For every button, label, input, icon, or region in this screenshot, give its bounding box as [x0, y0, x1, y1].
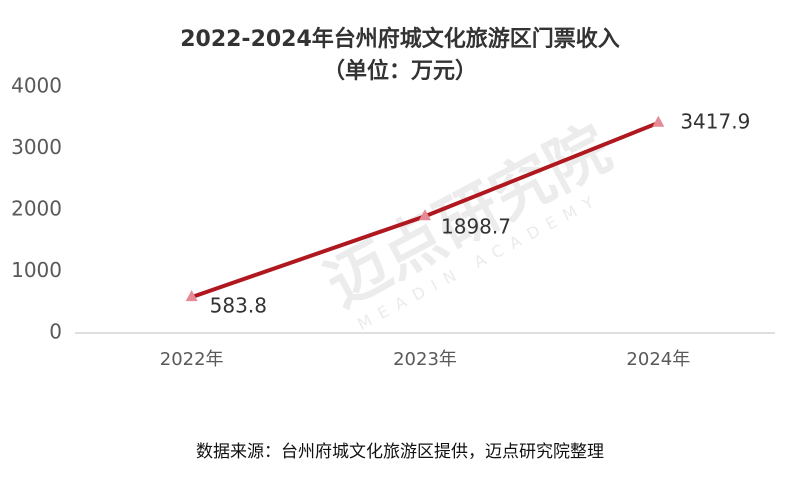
- x-tick-label: 2023年: [393, 349, 457, 370]
- x-tick-label: 2022年: [160, 349, 224, 370]
- marker: [652, 115, 665, 127]
- chart-title: 2022-2024年台州府城文化旅游区门票收入: [180, 26, 620, 52]
- x-tick-label: 2024年: [626, 349, 690, 370]
- chart-subtitle: （单位：万元）: [323, 58, 477, 84]
- marker: [419, 209, 431, 221]
- y-tick-label: 4000: [11, 74, 62, 98]
- data-label: 583.8: [210, 294, 267, 318]
- data-label: 3417.9: [680, 109, 750, 133]
- y-tick-label: 2000: [11, 197, 62, 221]
- y-tick-label: 3000: [11, 135, 62, 159]
- source-note: 数据来源：台州府城文化旅游区提供，迈点研究院整理: [196, 442, 604, 462]
- y-tick-label: 1000: [11, 258, 62, 282]
- y-tick-label: 0: [49, 320, 62, 344]
- data-label: 1898.7: [441, 215, 511, 239]
- marker: [185, 290, 198, 302]
